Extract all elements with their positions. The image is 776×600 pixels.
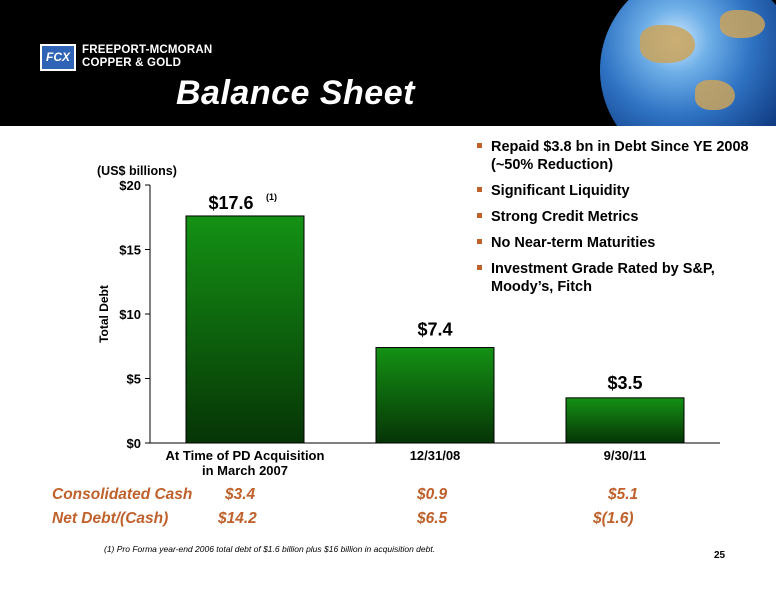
net-debt-value-2: $6.5 <box>417 510 448 527</box>
globe-image <box>600 0 776 126</box>
bullet-text: Significant Liquidity <box>491 183 630 199</box>
footnote: (1) Pro Forma year-end 2006 total debt o… <box>104 544 436 554</box>
bar <box>375 347 495 444</box>
bullet-square-icon <box>477 143 482 148</box>
data-label: $17.6 <box>208 193 253 213</box>
bar <box>565 397 685 444</box>
bullet-item: Investment Grade Rated by S&P, Moody’s, … <box>476 260 766 296</box>
bullet-text: Investment Grade Rated by S&P, Moody’s, … <box>491 261 715 295</box>
bullet-list: Repaid $3.8 bn in Debt Since YE 2008 (~5… <box>476 138 766 304</box>
cash-value-3: $5.1 <box>608 486 639 503</box>
net-debt-row-label: Net Debt/(Cash) <box>52 510 169 527</box>
bullet-square-icon <box>477 187 482 192</box>
data-label-footnote-mark: (1) <box>266 192 277 202</box>
bullet-square-icon <box>477 213 482 218</box>
data-label: $3.5 <box>607 373 642 393</box>
company-name-line2: COPPER & GOLD <box>82 57 182 69</box>
bullet-square-icon <box>477 239 482 244</box>
x-tick-label: in March 2007 <box>202 463 288 478</box>
x-tick-label: 9/30/11 <box>604 448 647 463</box>
y-tick-label: $15 <box>119 243 141 258</box>
bullet-text: Strong Credit Metrics <box>491 209 639 225</box>
bullet-text: Repaid $3.8 bn in Debt Since YE 2008 (~5… <box>491 139 749 173</box>
page-number: 25 <box>714 550 726 561</box>
bullet-item: No Near-term Maturities <box>476 234 766 252</box>
cash-value-1: $3.4 <box>225 486 256 503</box>
bullet-item: Strong Credit Metrics <box>476 208 766 226</box>
bar <box>185 215 305 444</box>
cash-row-label: Consolidated Cash <box>52 486 193 503</box>
page-title: Balance Sheet <box>176 74 415 112</box>
y-tick-label: $10 <box>119 307 141 322</box>
bullet-square-icon <box>477 265 482 270</box>
bullet-text: No Near-term Maturities <box>491 235 656 251</box>
y-tick-label: $5 <box>127 372 141 387</box>
x-tick-label: 12/31/08 <box>410 448 461 463</box>
net-debt-value-3: $(1.6) <box>593 510 634 527</box>
cash-value-2: $0.9 <box>417 486 448 503</box>
company-logo: FCX <box>40 44 76 71</box>
company-name-line1: FREEPORT-MCMORAN <box>82 44 213 56</box>
data-label: $7.4 <box>417 320 452 340</box>
chart-unit-label: (US$ billions) <box>97 164 177 178</box>
company-name: FREEPORT-MCMORAN COPPER & GOLD <box>82 44 212 70</box>
y-tick-label: $20 <box>119 178 141 193</box>
y-tick-label: $0 <box>127 436 141 451</box>
header-banner: FCX FREEPORT-MCMORAN COPPER & GOLD Balan… <box>0 0 776 126</box>
bullet-item: Significant Liquidity <box>476 182 766 200</box>
net-debt-value-1: $14.2 <box>218 510 257 527</box>
bullet-item: Repaid $3.8 bn in Debt Since YE 2008 (~5… <box>476 138 766 174</box>
x-tick-label: At Time of PD Acquisition <box>166 448 325 463</box>
